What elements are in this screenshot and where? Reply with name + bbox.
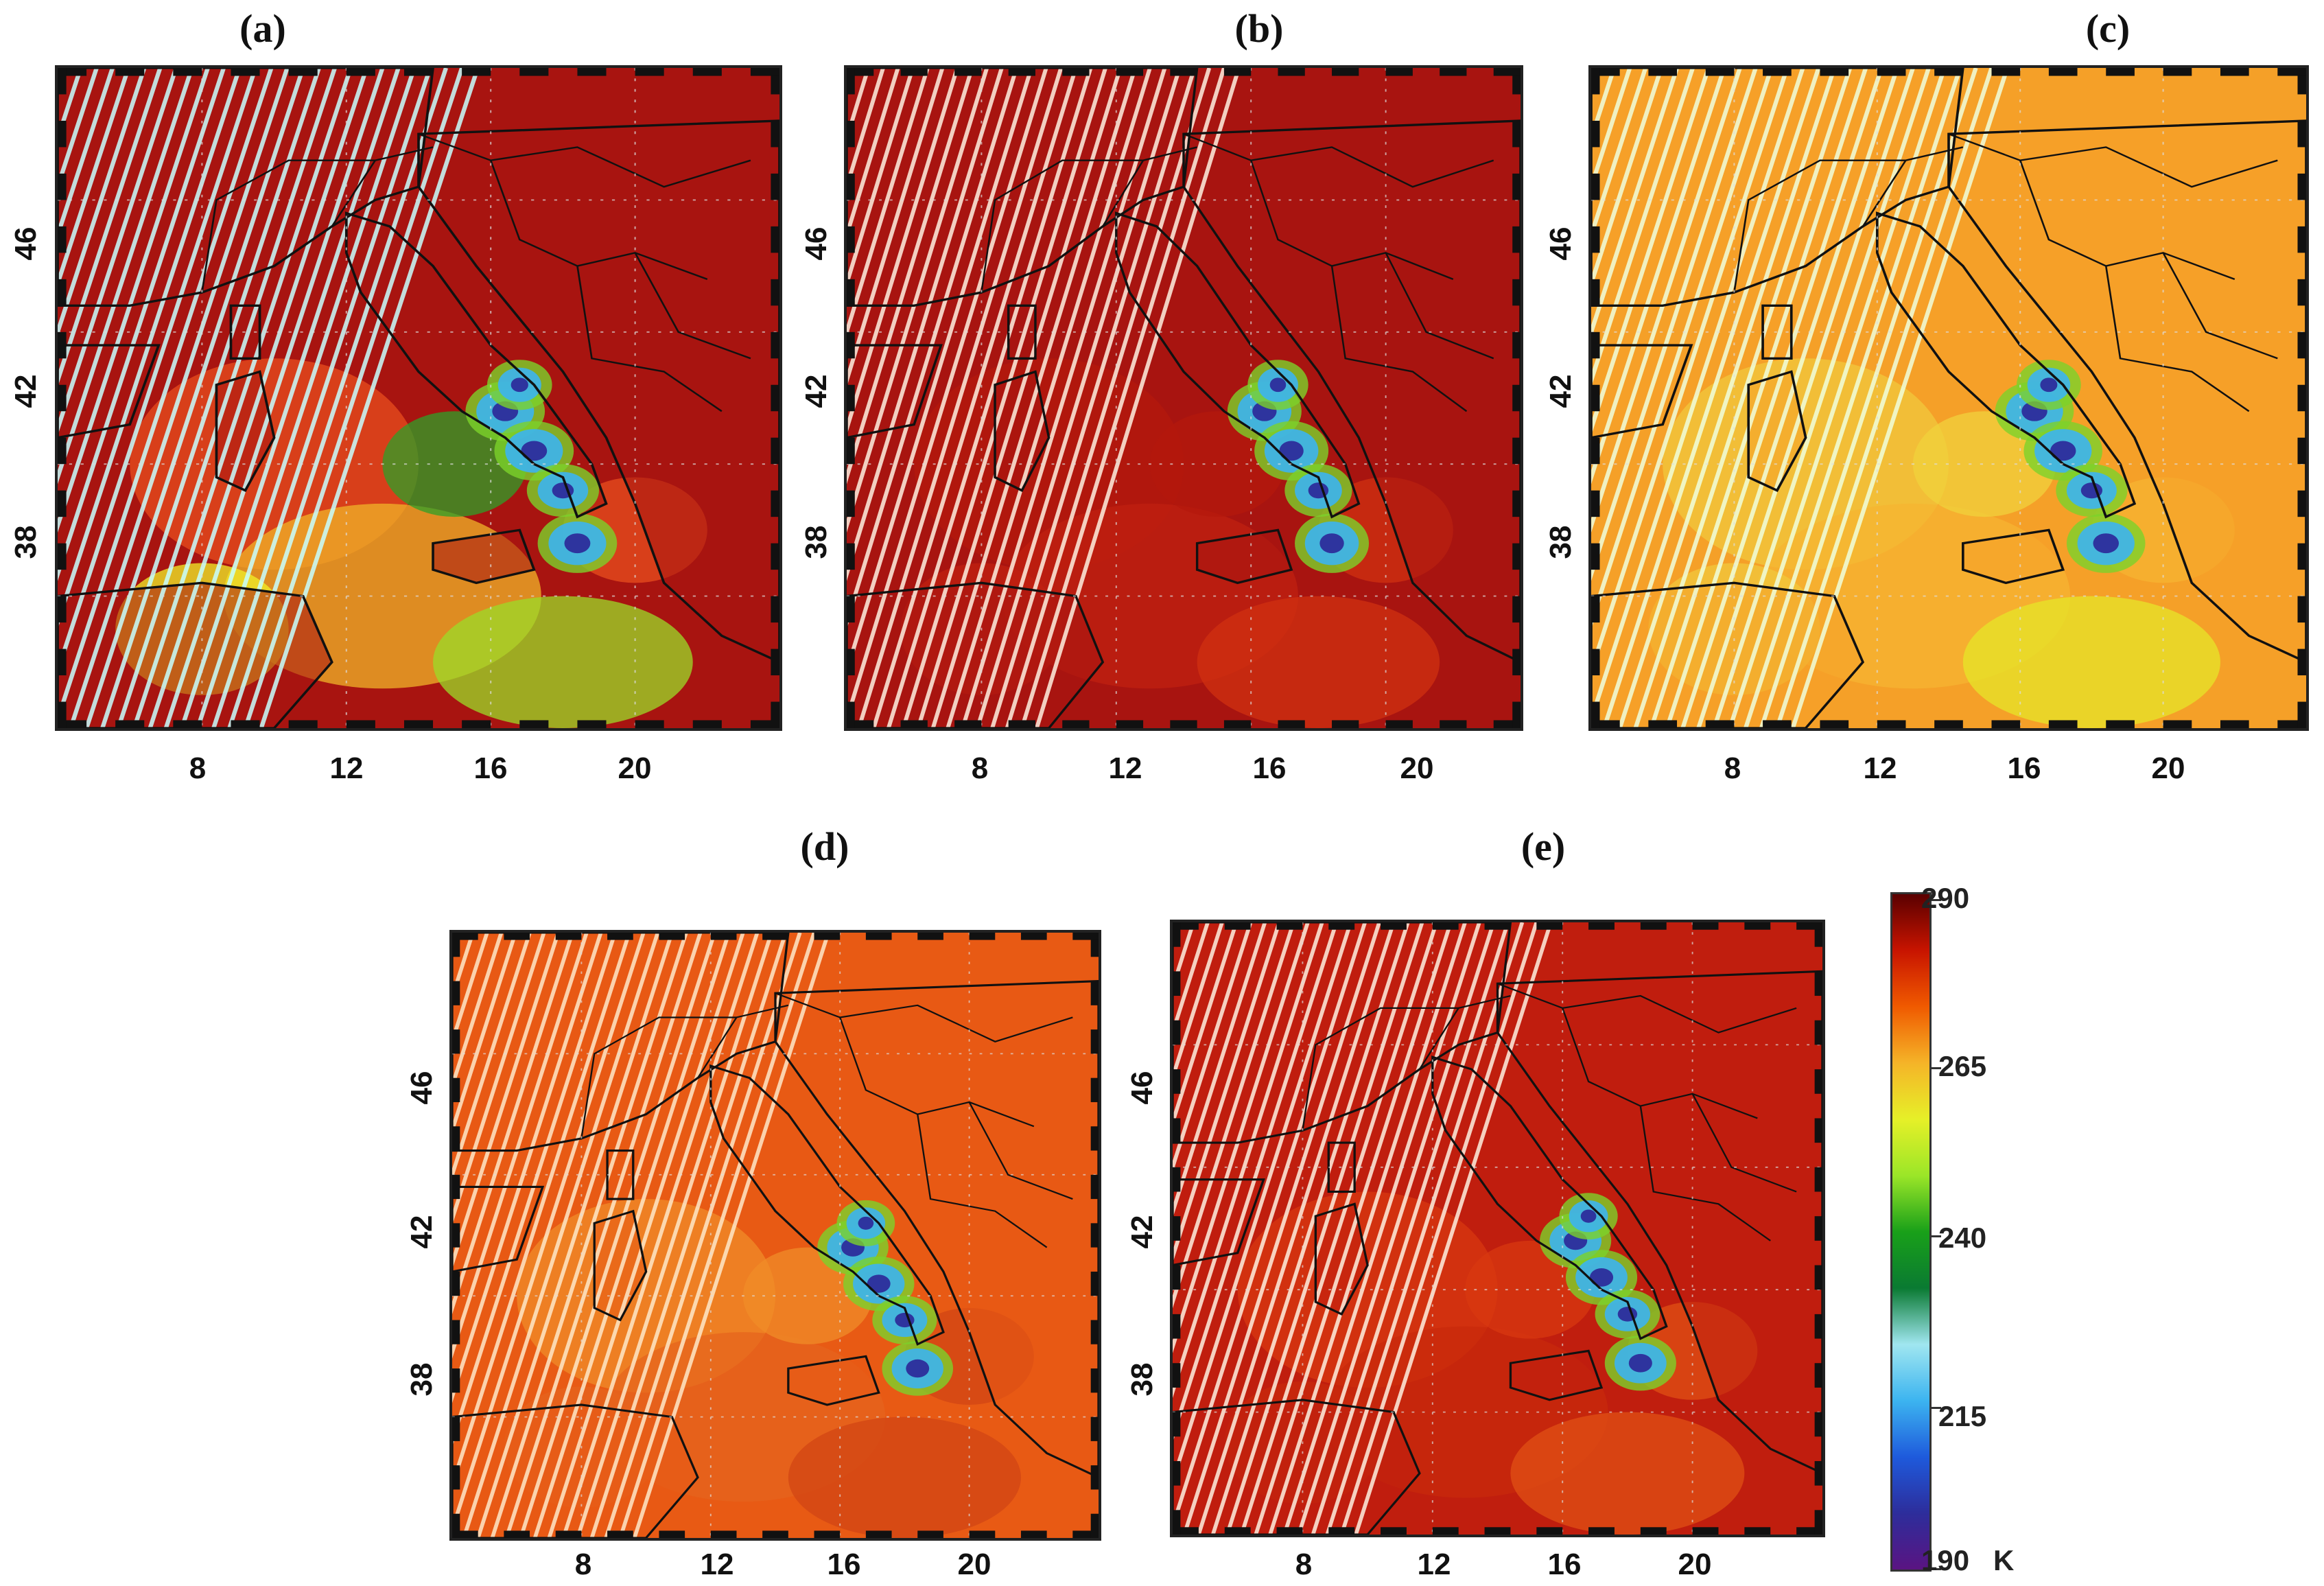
- map-e-svg: [1173, 922, 1822, 1535]
- y-tick: 46: [9, 226, 43, 261]
- y-tick: 38: [9, 525, 43, 559]
- map-b-svg: [847, 68, 1521, 728]
- panel-label-e: (e): [1521, 824, 1566, 869]
- x-tick: 12: [1417, 1548, 1451, 1581]
- y-tick: 42: [799, 374, 833, 408]
- y-tick: 38: [1125, 1362, 1159, 1397]
- x-tick: 8: [574, 1548, 592, 1581]
- x-tick: 20: [618, 751, 652, 785]
- map-panel-c: [1588, 65, 2309, 731]
- y-tick: 38: [799, 525, 833, 559]
- x-tick: 8: [189, 751, 207, 785]
- x-tick: 8: [1295, 1548, 1313, 1581]
- x-tick: 16: [827, 1548, 861, 1581]
- colorbar-unit-label: K: [1993, 1544, 2015, 1576]
- x-tick: 8: [1724, 751, 1741, 785]
- y-tick: 42: [1544, 374, 1577, 408]
- panel-label-c: (c): [2085, 6, 2131, 51]
- panel-label-b: (b): [1234, 6, 1284, 51]
- y-tick: 46: [799, 226, 833, 261]
- x-tick: 20: [2151, 751, 2185, 785]
- y-tick: 42: [9, 374, 43, 408]
- panel-label-d: (d): [800, 824, 849, 869]
- map-panel-e: [1170, 920, 1825, 1537]
- x-tick: 12: [1108, 751, 1142, 785]
- x-tick: 16: [1547, 1548, 1582, 1581]
- map-a-svg: [58, 68, 779, 728]
- colorbar-tick-label: 240: [1938, 1222, 1987, 1254]
- map-c-svg: [1591, 68, 2306, 728]
- colorbar: [1890, 892, 1932, 1572]
- x-tick: 16: [473, 751, 508, 785]
- x-tick: 16: [1252, 751, 1287, 785]
- x-tick: 12: [329, 751, 364, 785]
- colorbar-tick-label: 265: [1938, 1050, 1987, 1082]
- y-tick: 38: [405, 1362, 438, 1397]
- map-d-svg: [452, 933, 1099, 1538]
- y-tick: 46: [1544, 226, 1577, 261]
- x-tick: 16: [2007, 751, 2041, 785]
- x-tick: 20: [1400, 751, 1434, 785]
- panel-label-a: (a): [239, 6, 286, 51]
- colorbar-tick-label: 215: [1938, 1400, 1987, 1432]
- x-tick: 8: [971, 751, 989, 785]
- y-tick: 38: [1544, 525, 1577, 559]
- x-tick: 12: [1863, 751, 1897, 785]
- map-panel-d: [449, 930, 1101, 1541]
- y-tick: 46: [1125, 1071, 1159, 1105]
- x-tick: 20: [957, 1548, 991, 1581]
- x-tick: 20: [1678, 1548, 1712, 1581]
- y-tick: 46: [405, 1071, 438, 1105]
- map-panel-a: [55, 65, 782, 731]
- y-tick: 42: [1125, 1215, 1159, 1249]
- map-panel-b: [844, 65, 1523, 731]
- x-tick: 12: [700, 1548, 734, 1581]
- y-tick: 42: [405, 1215, 438, 1249]
- colorbar-tick-label: 290: [1921, 882, 1970, 914]
- colorbar-tick-label: 190: [1921, 1544, 1970, 1576]
